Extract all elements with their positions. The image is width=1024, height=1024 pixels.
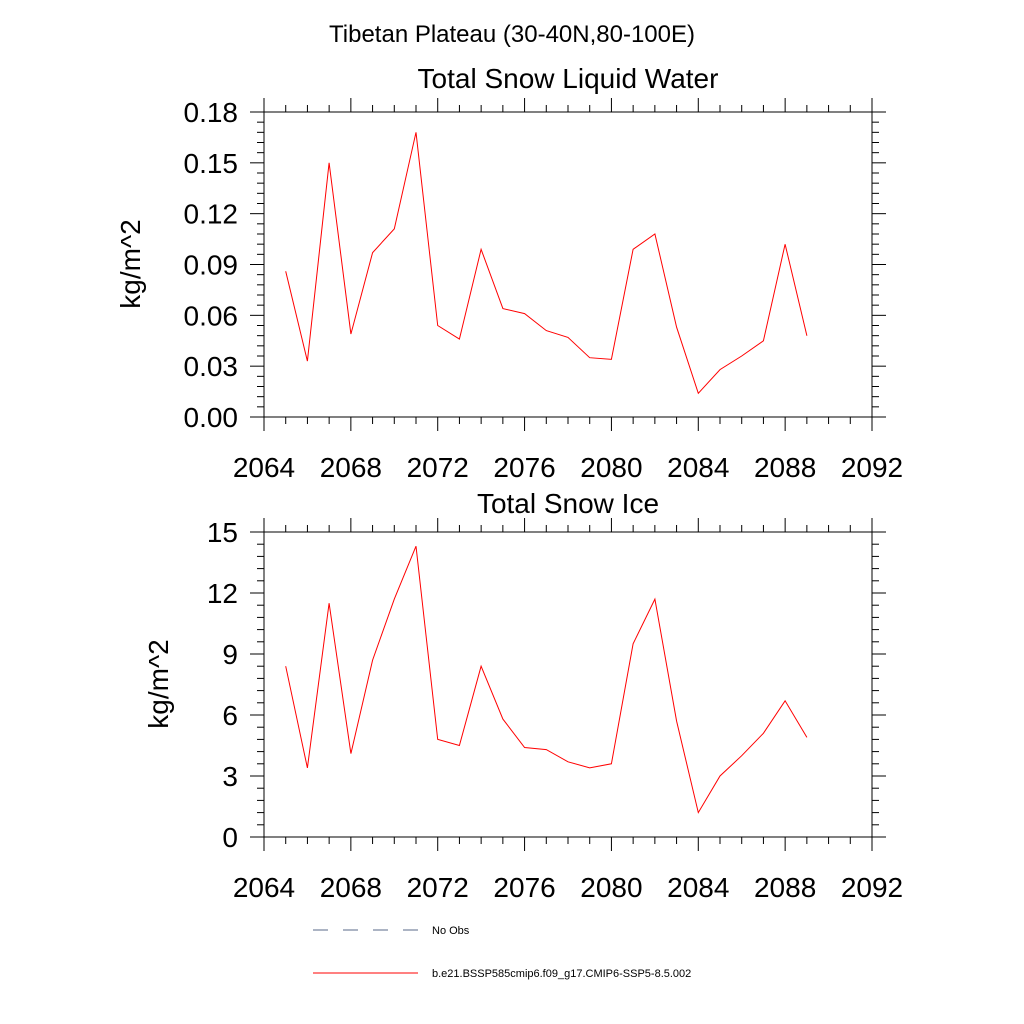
plot-frame-snow-ice	[263, 531, 873, 838]
y-tick-label-snow-liquid-water: 0.09	[184, 250, 239, 281]
x-tick-label-snow-ice: 2084	[667, 872, 729, 903]
y-tick-label-snow-ice: 3	[222, 761, 238, 792]
x-tick-label-snow-liquid-water: 2064	[233, 452, 295, 483]
x-tick-label-snow-ice: 2076	[493, 872, 555, 903]
x-tick-label-snow-ice: 2092	[841, 872, 903, 903]
x-tick-label-snow-ice: 2080	[580, 872, 642, 903]
y-tick-label-snow-ice: 6	[222, 700, 238, 731]
y-axis-label-snow-ice: kg/m^2	[143, 639, 174, 728]
y-tick-label-snow-ice: 0	[222, 822, 238, 853]
x-tick-label-snow-liquid-water: 2084	[667, 452, 729, 483]
x-tick-label-snow-liquid-water: 2076	[493, 452, 555, 483]
y-tick-label-snow-liquid-water: 0.00	[184, 402, 239, 433]
y-tick-label-snow-liquid-water: 0.03	[184, 351, 239, 382]
y-axis-label-snow-liquid-water: kg/m^2	[115, 219, 146, 308]
x-tick-label-snow-liquid-water: 2072	[407, 452, 469, 483]
figure-suptitle: Tibetan Plateau (30-40N,80-100E)	[329, 21, 695, 48]
y-tick-label-snow-ice: 15	[207, 517, 238, 548]
panel-title-snow-ice: Total Snow Ice	[477, 488, 659, 519]
series-line-snow-liquid-water	[285, 132, 808, 395]
legend: No Obs b.e21.BSSP585cmip6.f09_g17.CMIP6-…	[313, 925, 691, 980]
x-tick-label-snow-liquid-water: 2080	[580, 452, 642, 483]
panel-title-snow-liquid-water: Total Snow Liquid Water	[418, 63, 719, 94]
y-tick-label-snow-ice: 9	[222, 639, 238, 670]
y-tick-label-snow-liquid-water: 0.06	[184, 300, 239, 331]
y-tick-label-snow-liquid-water: 0.12	[184, 199, 239, 230]
panel-snow-ice: Total Snow Ice 2064 2068 2072 2076 2080 2084 2…	[143, 488, 903, 903]
x-tick-label-snow-liquid-water: 2092	[841, 452, 903, 483]
x-tick-label-snow-liquid-water: 2088	[754, 452, 816, 483]
y-tick-label-snow-liquid-water: 0.15	[184, 148, 239, 179]
y-tick-label-snow-ice: 12	[207, 578, 238, 609]
y-tick-label-snow-liquid-water: 0.18	[184, 97, 239, 128]
x-tick-label-snow-ice: 2064	[233, 872, 295, 903]
x-tick-label-snow-ice: 2068	[320, 872, 382, 903]
x-tick-label-snow-ice: 2088	[754, 872, 816, 903]
series-line-snow-ice	[285, 546, 808, 814]
x-tick-label-snow-ice: 2072	[407, 872, 469, 903]
legend-label-model: b.e21.BSSP585cmip6.f09_g17.CMIP6-SSP5-8.…	[432, 968, 691, 980]
x-tick-label-snow-liquid-water: 2068	[320, 452, 382, 483]
legend-label-no-obs: No Obs	[432, 925, 470, 937]
panel-snow-liquid-water: Total Snow Liquid Water 2064 2068 2072 2076…	[115, 63, 903, 483]
